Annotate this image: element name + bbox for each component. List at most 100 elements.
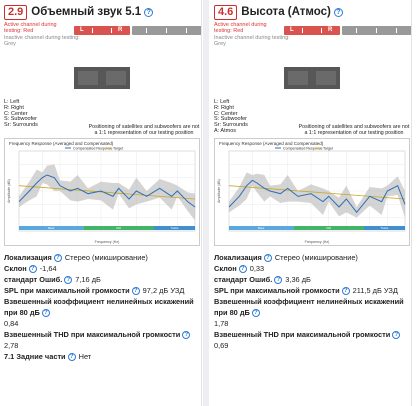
stat-std-error: стандарт Ошиб.? 3,36 дБ (214, 275, 311, 285)
y-axis-label: Amplitude (dB) (217, 179, 221, 203)
stats-list: Локализация? Стерео (микширование) Склон?… (214, 252, 410, 351)
band-segment (153, 226, 195, 230)
frequency-response-chart: Frequency Response (Averaged and Compens… (217, 141, 406, 244)
help-icon[interactable]: ? (53, 254, 62, 263)
height-atmos-panel: 4.6 Высота (Атмос) ? Active channel duri… (210, 0, 412, 406)
channel-separator (356, 28, 357, 33)
stat-71-rears: 7.1 Задние части? Нет (4, 352, 92, 362)
help-icon[interactable]: ? (131, 287, 140, 296)
stat-max-spl: SPL при максимальной громкости? 97,2 дБ У… (4, 286, 185, 296)
panel-title: Высота (Атмос) (241, 6, 331, 18)
stat-std-error: стандарт Ошиб.? 7,16 дБ (4, 275, 101, 285)
x-axis-label: Frequency (Hz) (305, 240, 330, 244)
help-icon[interactable]: ? (41, 309, 50, 318)
help-icon[interactable]: ? (238, 265, 247, 274)
band-label: Treble (381, 226, 389, 230)
band-segment (229, 226, 294, 230)
legend-item: Sr: Surrounds (214, 122, 248, 129)
legend-item: L: Left (214, 99, 230, 105)
channel-legend: L: Left R: Right C: Center S: Subwoofer … (4, 99, 38, 129)
band-label: Bass (258, 226, 265, 230)
surround-51-panel: 2.9 Объемный звук 5.1 ? Active channel d… (0, 0, 202, 406)
band-segment (293, 226, 364, 230)
frequency-response-chart: Frequency Response (Averaged and Compens… (7, 141, 196, 244)
channel-separator (92, 28, 93, 33)
legend-entry: Compensated Response (73, 147, 113, 151)
legend-entry: Compensated Response (283, 147, 323, 151)
stat-slope: Склон? -1,64 (4, 264, 57, 274)
stat-slope: Склон? 0,33 (214, 264, 265, 274)
stat-max-spl: SPL при максимальной громкости? 211,5 дБ … (214, 286, 398, 296)
help-icon[interactable]: ? (341, 287, 350, 296)
help-icon[interactable]: ? (182, 331, 191, 340)
band-segment (363, 226, 405, 230)
legend-entry: Target (113, 147, 123, 151)
channel-label-r: R (328, 27, 333, 33)
help-icon[interactable]: ? (251, 309, 260, 318)
channel-separator (376, 28, 377, 33)
channel-label-r: R (118, 27, 123, 33)
band-segment (19, 226, 84, 230)
score-badge: 2.9 (4, 4, 28, 20)
help-icon[interactable]: ? (392, 331, 401, 340)
series-line (18, 174, 196, 208)
channel-legend: L: Left R: Right C: Center S: Subwoofer … (214, 99, 248, 135)
band-label: Treble (171, 226, 179, 230)
series-line (228, 185, 406, 200)
y-axis-label: Amplitude (dB) (7, 179, 11, 203)
legend-item: C: Center (214, 110, 238, 117)
legend-item: R: Right (214, 104, 234, 111)
speaker-diagram (284, 67, 340, 89)
channel-separator (302, 28, 303, 33)
inactive-channel-note: Inactive channel during testing: Grey (214, 35, 290, 48)
stat-thd-80: Взвешенный коэффициент нелинейных искаже… (4, 297, 194, 328)
positioning-note: Positioning of satellites and subwoofers… (88, 124, 200, 136)
x-axis-label: Frequency (Hz) (95, 240, 120, 244)
channel-label-l: L (80, 27, 84, 33)
stat-thd-max: Взвешенный THD при максимальной громкост… (214, 329, 410, 351)
help-icon[interactable]: ? (144, 7, 154, 17)
series-line (228, 179, 406, 214)
channel-separator (321, 28, 322, 33)
legend-item: A: Atmos (214, 127, 237, 134)
help-icon[interactable]: ? (274, 276, 283, 285)
help-icon[interactable]: ? (263, 254, 272, 263)
legend-entry: Target (323, 147, 333, 151)
inactive-channel-note: Inactive channel during testing: Grey (4, 35, 80, 48)
help-icon[interactable]: ? (67, 353, 76, 362)
chart-title: Frequency Response (Averaged and Compens… (9, 141, 114, 146)
help-icon[interactable]: ? (28, 265, 37, 274)
panel-title: Объемный звук 5.1 (31, 6, 142, 18)
legend-item: C: Center (4, 110, 28, 117)
inactive-channel-bar (342, 26, 412, 35)
channel-separator (396, 28, 397, 33)
series-line (18, 185, 196, 200)
help-icon[interactable]: ? (333, 7, 343, 17)
legend-item: R: Right (4, 104, 24, 111)
active-channel-note: Active channel during testing: Red (4, 22, 57, 35)
legend-item: S: Subwoofer (4, 116, 38, 123)
panel-header: 4.6 Высота (Атмос) ? (214, 4, 343, 20)
stat-localization: Локализация? Стерео (микширование) (214, 253, 358, 263)
channel-separator (146, 28, 147, 33)
channel-separator (186, 28, 187, 33)
panel-header: 2.9 Объемный звук 5.1 ? (4, 4, 154, 20)
stats-list: Локализация? Стерео (микширование) Склон?… (4, 252, 200, 362)
active-channel-bar: L R (284, 26, 340, 35)
score-badge: 4.6 (214, 4, 238, 20)
chart-legend: Compensated Response Target (65, 147, 123, 151)
legend-item: Sr: Surrounds (4, 122, 38, 129)
positioning-note: Positioning of satellites and subwoofers… (298, 124, 410, 136)
help-icon[interactable]: ? (64, 276, 73, 285)
channel-label-l: L (290, 27, 294, 33)
channel-separator (111, 28, 112, 33)
band-segment (83, 226, 154, 230)
stat-thd-80: Взвешенный коэффициент нелинейных искаже… (214, 297, 404, 328)
band-label: Bass (48, 226, 55, 230)
stat-thd-max: Взвешенный THD при максимальной громкост… (4, 329, 200, 351)
band-label: Mid (326, 226, 331, 230)
column-divider (203, 0, 209, 406)
speaker-diagram (74, 67, 130, 89)
inactive-channel-bar (132, 26, 202, 35)
channel-separator (166, 28, 167, 33)
